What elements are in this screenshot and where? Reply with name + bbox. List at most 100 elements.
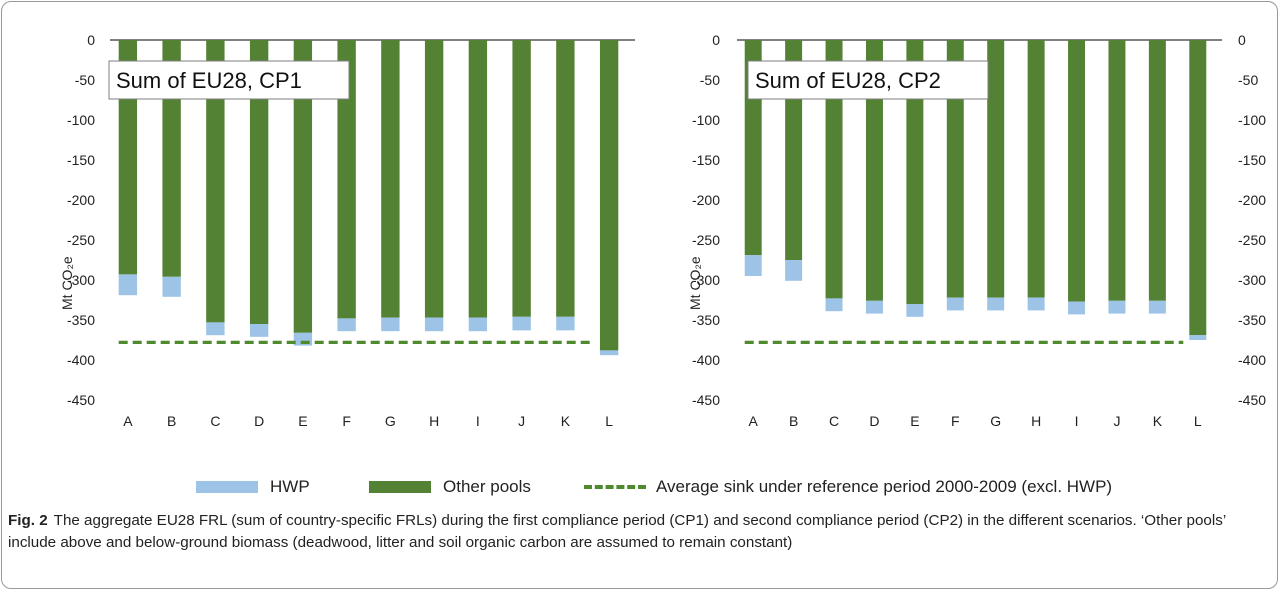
y-tick-label: -50 <box>700 72 720 88</box>
y-tick-label-right: -200 <box>1238 192 1266 208</box>
y-tick-label: -100 <box>692 112 720 128</box>
caption-label: Fig. 2 <box>8 512 48 529</box>
y-tick-label: -300 <box>67 272 95 288</box>
bar-hwp <box>1148 300 1166 314</box>
y-tick-label: -350 <box>692 312 720 328</box>
x-tick-label: E <box>298 413 307 429</box>
bar-other-pools <box>468 40 488 318</box>
y-tick-label: -350 <box>67 312 95 328</box>
y-tick-label-right: -400 <box>1238 352 1266 368</box>
y-tick-label: -200 <box>67 192 95 208</box>
bar-other-pools <box>337 40 356 319</box>
chart-title-box <box>108 60 350 100</box>
y-tick-label: -150 <box>692 152 720 168</box>
x-tick-label: G <box>385 413 396 429</box>
x-tick-label: J <box>1113 413 1120 429</box>
bar-other-pools <box>556 40 575 317</box>
x-tick-label: K <box>1153 413 1163 429</box>
bar-hwp <box>865 300 883 314</box>
chart-title: Sum of EU28, CP2 <box>755 68 941 93</box>
x-tick-label: D <box>254 413 264 429</box>
x-tick-label: H <box>1031 413 1041 429</box>
y-tick-label: -400 <box>692 352 720 368</box>
bar-hwp <box>424 317 444 332</box>
x-tick-label: B <box>167 413 176 429</box>
x-tick-label: D <box>869 413 879 429</box>
chart-panel-1: 0 -50 -100 -150 -200 -250 -300 -350 -400 -450 Mt C… <box>59 32 635 429</box>
y-tick-label: -450 <box>67 392 95 408</box>
bar-hwp <box>599 350 619 356</box>
y-tick-label: -450 <box>692 392 720 408</box>
bar-other-pools <box>865 40 883 301</box>
bar-hwp <box>556 316 575 331</box>
x-tick-label: K <box>561 413 571 429</box>
bar-hwp <box>118 274 138 296</box>
x-tick-label: L <box>605 413 613 429</box>
chart-title-box <box>747 60 989 100</box>
y-tick-label: 0 <box>712 32 720 48</box>
y-tick-label: -50 <box>75 72 95 88</box>
chart-panel-2: 0 0 -50 -50 -100 -100 -150 -150 -200 -200 -250 -250… <box>687 32 1266 429</box>
bar-hwp <box>1108 300 1126 314</box>
bar-other-pools <box>249 40 269 324</box>
bar-other-pools <box>946 40 964 298</box>
bar-hwp <box>1027 297 1045 311</box>
caption-text: The aggregate EU28 FRL (sum of country-s… <box>8 512 1226 551</box>
y-tick-label: -250 <box>692 232 720 248</box>
bar-hwp <box>468 317 488 332</box>
y-tick-label: -200 <box>692 192 720 208</box>
x-tick-label: J <box>518 413 525 429</box>
y-tick-label: -250 <box>67 232 95 248</box>
bar-other-pools <box>293 40 313 333</box>
bar-hwp <box>337 318 356 332</box>
x-tick-label: A <box>749 413 759 429</box>
bar-hwp <box>1068 301 1086 315</box>
bar-other-pools <box>1108 40 1126 301</box>
bar-other-pools <box>906 40 924 304</box>
x-tick-label: B <box>789 413 798 429</box>
y-tick-label-right: -250 <box>1238 232 1266 248</box>
x-tick-label: F <box>951 413 960 429</box>
y-tick-label-right: -100 <box>1238 112 1266 128</box>
y-tick-label: -400 <box>67 352 95 368</box>
bar-hwp <box>381 317 400 332</box>
x-tick-label: H <box>429 413 439 429</box>
bar-hwp <box>946 297 964 311</box>
y-tick-label-right: -450 <box>1238 392 1266 408</box>
bar-other-pools <box>987 40 1005 298</box>
bar-other-pools <box>1027 40 1045 298</box>
bar-other-pools <box>206 40 225 323</box>
legend: HWP Other pools Average sink under refer… <box>0 474 1281 500</box>
x-tick-label: I <box>1075 413 1079 429</box>
bar-hwp <box>206 322 225 336</box>
x-tick-label: E <box>910 413 919 429</box>
y-tick-label-right: -50 <box>1238 72 1258 88</box>
chart-title: Sum of EU28, CP1 <box>116 68 302 93</box>
bar-hwp <box>744 255 762 276</box>
x-tick-label: G <box>990 413 1001 429</box>
bar-other-pools <box>1189 40 1207 336</box>
y-tick-label-right: -300 <box>1238 272 1266 288</box>
legend-item-reference-line: Average sink under reference period 2000… <box>584 474 1112 500</box>
bar-hwp <box>825 298 843 312</box>
bar-other-pools <box>381 40 400 318</box>
x-tick-label: L <box>1194 413 1202 429</box>
y-tick-label-right: -150 <box>1238 152 1266 168</box>
bar-other-pools <box>825 40 843 299</box>
legend-label-reference-line: Average sink under reference period 2000… <box>656 477 1113 496</box>
x-tick-label: C <box>210 413 220 429</box>
legend-label-other-pools: Other pools <box>443 477 531 496</box>
bar-other-pools <box>1148 40 1166 301</box>
legend-swatch-hwp <box>196 481 258 493</box>
bar-hwp <box>1189 335 1207 340</box>
y-tick-label: -150 <box>67 152 95 168</box>
y-tick-label: 0 <box>87 32 95 48</box>
y-tick-label-right: 0 <box>1238 32 1246 48</box>
y-tick-label: -100 <box>67 112 95 128</box>
bar-hwp <box>785 260 803 281</box>
legend-item-other-pools: Other pools <box>369 474 531 500</box>
bar-other-pools <box>424 40 444 318</box>
y-tick-label: -300 <box>692 272 720 288</box>
legend-swatch-other-pools <box>369 481 431 493</box>
